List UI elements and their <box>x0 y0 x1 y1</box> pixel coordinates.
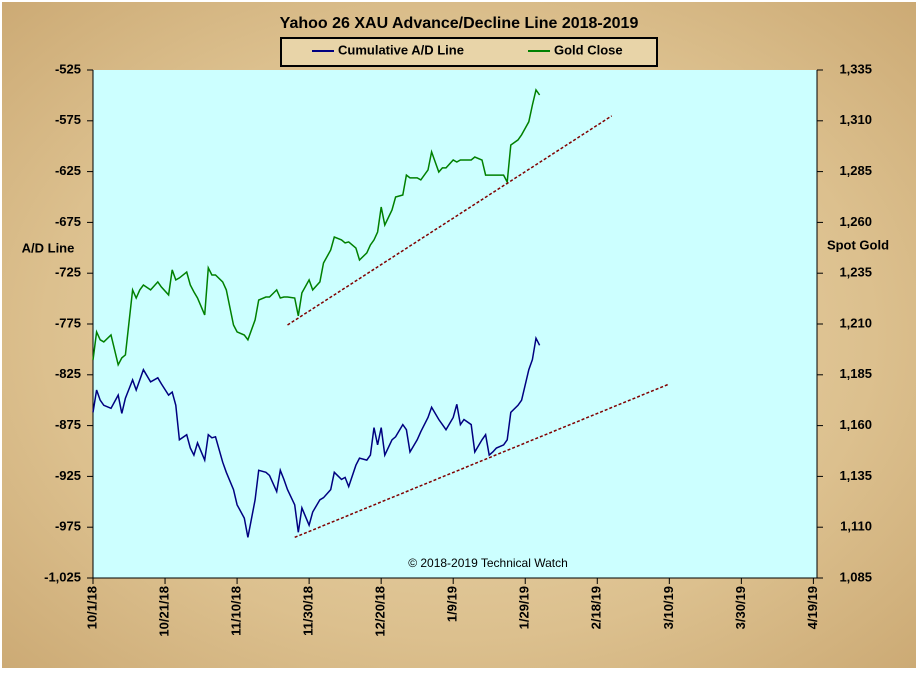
y-tick-label: -975 <box>55 519 81 534</box>
y2-tick-label: 1,235 <box>839 265 872 280</box>
y2-tick-label: 1,335 <box>839 61 872 76</box>
legend-label: Gold Close <box>554 42 623 57</box>
y2-tick-label: 1,160 <box>839 417 872 432</box>
x-tick-label: 11/30/18 <box>301 586 316 636</box>
x-tick-label: 10/1/18 <box>84 586 99 629</box>
y2-tick-label: 1,310 <box>839 112 872 127</box>
y2-tick-label: 1,285 <box>839 163 872 178</box>
y2-axis-label: Spot Gold <box>827 237 889 252</box>
x-tick-label: 3/30/19 <box>733 586 748 629</box>
y-tick-label: -825 <box>55 366 81 381</box>
copyright: © 2018-2019 Technical Watch <box>408 556 568 570</box>
y2-tick-label: 1,135 <box>839 468 872 483</box>
y-tick-label: -525 <box>55 61 81 76</box>
y-tick-label: -675 <box>55 214 81 229</box>
y-tick-label: -1,025 <box>44 569 81 584</box>
y-tick-label: -575 <box>55 112 81 127</box>
legend-label: Cumulative A/D Line <box>338 42 464 57</box>
y2-tick-label: 1,110 <box>840 519 872 534</box>
y-tick-label: -925 <box>55 468 81 483</box>
y2-tick-label: 1,260 <box>839 214 872 229</box>
x-tick-label: 1/29/19 <box>517 586 532 629</box>
x-tick-label: 2/18/19 <box>589 586 604 629</box>
x-tick-label: 1/9/19 <box>445 586 460 622</box>
series-line <box>92 88 541 367</box>
x-tick-label: 10/21/18 <box>156 586 171 637</box>
plot-area <box>93 70 817 578</box>
x-tick-label: 11/10/18 <box>229 586 244 636</box>
trend-line <box>294 383 670 539</box>
trend-line <box>287 115 613 326</box>
legend <box>280 37 658 67</box>
series-line <box>92 335 541 538</box>
x-tick-label: 12/20/18 <box>373 586 388 637</box>
chart-title: Yahoo 26 XAU Advance/Decline Line 2018-2… <box>280 15 639 32</box>
y2-tick-label: 1,185 <box>839 366 872 381</box>
x-tick-label: 3/10/19 <box>661 586 676 629</box>
y-tick-label: -625 <box>55 163 81 178</box>
y-tick-label: -725 <box>55 265 81 280</box>
y2-tick-label: 1,210 <box>839 315 872 330</box>
y2-tick-label: 1,085 <box>839 569 872 584</box>
y-tick-label: -875 <box>55 417 81 432</box>
y-tick-label: -775 <box>55 315 81 330</box>
x-tick-label: 4/19/19 <box>805 586 820 629</box>
y-axis-label: A/D Line <box>22 240 75 255</box>
